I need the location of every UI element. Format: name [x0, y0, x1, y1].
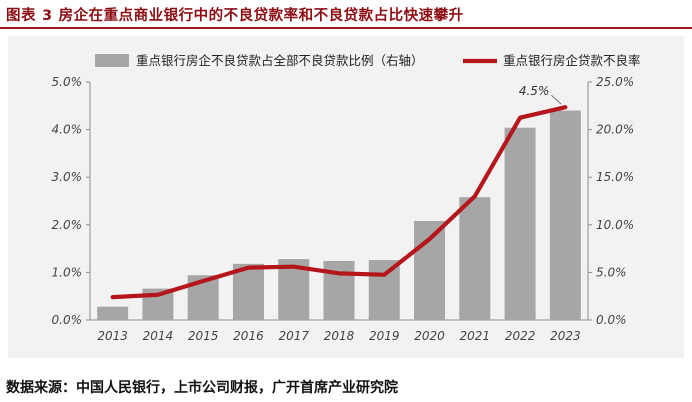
bar	[504, 127, 536, 320]
data-source: 数据来源：中国人民银行，上市公司财报，广开首席产业研究院	[6, 380, 398, 396]
bar	[414, 220, 446, 320]
x-tick-label: 2017	[278, 329, 309, 343]
title-text: 房企在重点商业银行中的不良贷款率和不良贷款占比快速攀升	[58, 8, 464, 24]
bar	[549, 110, 581, 320]
right-tick-label: 20.0%	[596, 123, 634, 137]
x-tick-label: 2018	[324, 329, 355, 343]
x-tick-label: 2014	[143, 329, 174, 343]
left-tick-label: 5.0%	[52, 75, 83, 89]
annotation-leader	[551, 94, 562, 105]
right-tick-label: 0.0%	[596, 313, 627, 327]
bar	[368, 260, 400, 320]
left-tick-label: 1.0%	[52, 265, 83, 279]
x-tick-label: 2022	[505, 329, 536, 343]
title-label: 图表	[6, 8, 36, 24]
right-tick-label: 5.0%	[596, 265, 627, 279]
left-tick-label: 2.0%	[52, 218, 83, 232]
x-tick-label: 2023	[550, 329, 581, 343]
x-tick-label: 2016	[233, 329, 264, 343]
bar	[459, 197, 491, 320]
right-tick-label: 10.0%	[596, 218, 634, 232]
legend-bar-swatch	[95, 54, 129, 67]
title-rule	[0, 27, 692, 29]
annotation-label: 4.5%	[519, 84, 550, 98]
chart-title: 图表 3 房企在重点商业银行中的不良贷款率和不良贷款占比快速攀升	[6, 4, 464, 25]
right-tick-label: 15.0%	[596, 170, 634, 184]
bar	[97, 306, 129, 320]
left-tick-label: 4.0%	[52, 123, 83, 137]
legend-line-label: 重点银行房企贷款不良率	[503, 53, 641, 68]
bar	[232, 263, 264, 320]
legend-bar-label: 重点银行房企不良贷款占全部不良贷款比例（右轴）	[136, 53, 424, 68]
x-tick-label: 2015	[188, 329, 219, 343]
x-tick-label: 2019	[369, 329, 400, 343]
right-tick-label: 25.0%	[596, 75, 634, 89]
line-series	[110, 105, 568, 300]
x-tick-label: 2013	[97, 329, 128, 343]
left-tick-label: 0.0%	[52, 313, 83, 327]
left-tick-label: 3.0%	[52, 170, 83, 184]
x-tick-label: 2021	[460, 329, 491, 343]
x-tick-label: 2020	[414, 329, 445, 343]
title-number: 3	[42, 8, 53, 24]
